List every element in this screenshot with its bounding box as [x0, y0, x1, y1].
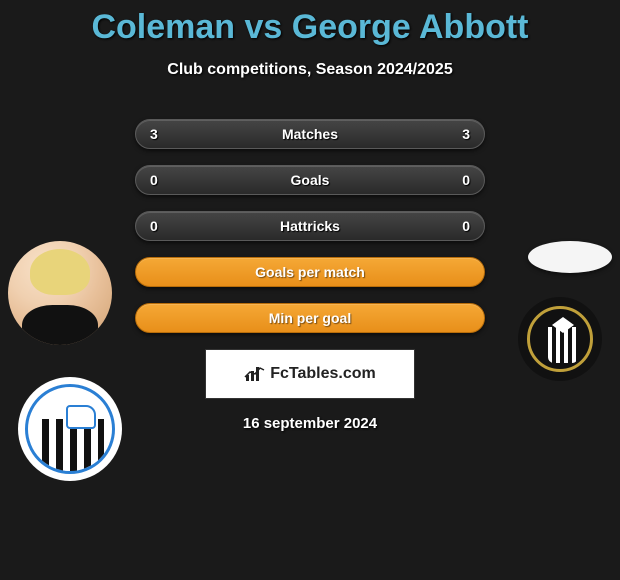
club-right-badge: [518, 297, 602, 381]
stat-label: Matches: [282, 126, 338, 142]
player-left-avatar: [8, 241, 112, 345]
chart-icon: [244, 365, 266, 383]
notts-county-badge-icon: [527, 306, 593, 372]
stat-right-value: 0: [450, 172, 470, 188]
club-left-badge: [18, 377, 122, 481]
gillingham-badge-icon: [25, 384, 115, 474]
brand-footer[interactable]: FcTables.com: [205, 349, 415, 399]
comparison-content: 3 Matches 3 0 Goals 0 0 Hattricks 0 Goal…: [0, 119, 620, 432]
stat-row-goals-per-match: Goals per match: [135, 257, 485, 287]
stat-left-value: 0: [150, 218, 170, 234]
player-right-avatar: [528, 241, 612, 273]
page-title: Coleman vs George Abbott: [0, 0, 620, 47]
stat-right-value: 0: [450, 218, 470, 234]
stat-label: Goals per match: [255, 264, 365, 280]
stat-row-min-per-goal: Min per goal: [135, 303, 485, 333]
stat-row-matches: 3 Matches 3: [135, 119, 485, 149]
stat-label: Min per goal: [269, 310, 351, 326]
stat-row-goals: 0 Goals 0: [135, 165, 485, 195]
brand-label: FcTables.com: [270, 365, 376, 383]
stat-label: Goals: [291, 172, 330, 188]
stat-right-value: 3: [450, 126, 470, 142]
stat-left-value: 0: [150, 172, 170, 188]
stat-left-value: 3: [150, 126, 170, 142]
stat-label: Hattricks: [280, 218, 340, 234]
subtitle: Club competitions, Season 2024/2025: [0, 61, 620, 79]
stat-row-hattricks: 0 Hattricks 0: [135, 211, 485, 241]
